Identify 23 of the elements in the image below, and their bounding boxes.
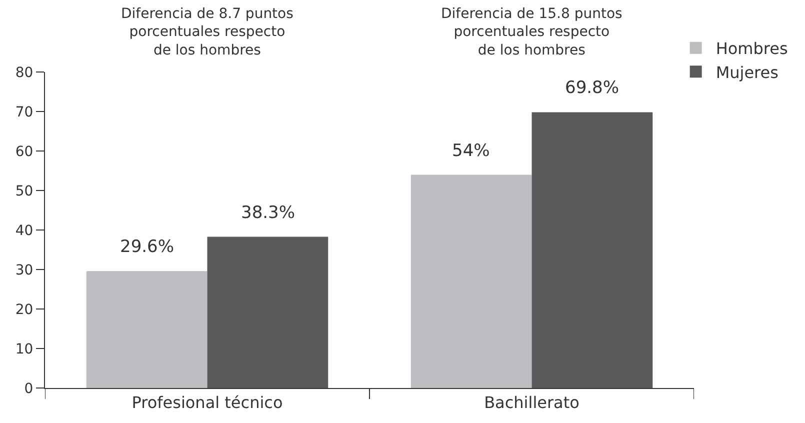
bar	[86, 271, 208, 388]
legend-label: Mujeres	[716, 62, 778, 82]
y-tick-label: 30	[15, 262, 34, 278]
y-tick-label: 60	[15, 144, 34, 160]
y-tick-label: 0	[24, 380, 34, 397]
data-label: 69.8%	[565, 78, 620, 98]
bar	[532, 112, 653, 388]
y-tick-label: 50	[15, 183, 34, 200]
bar	[207, 236, 328, 388]
data-label: 38.3%	[241, 203, 296, 223]
y-tick-label: 10	[15, 341, 34, 358]
data-label: 54%	[452, 141, 490, 161]
bar	[410, 174, 532, 388]
text: Diferencia de 15.8 puntos porcentuales respecto de los hombres	[441, 6, 622, 58]
x-tick-label: Bachillerato	[484, 393, 580, 412]
y-tick-label: 20	[15, 302, 34, 318]
y-tick-label: 80	[15, 64, 34, 81]
y-tick-label: 70	[15, 104, 34, 120]
y-tick-label: 40	[15, 222, 34, 239]
legend-label: Hombres	[716, 39, 788, 58]
x-tick-label: Profesional técnico	[132, 393, 283, 412]
data-label: 29.6%	[120, 237, 174, 257]
text: Diferencia de 8.7 puntos porcentuales respecto de los hombres	[121, 6, 294, 58]
